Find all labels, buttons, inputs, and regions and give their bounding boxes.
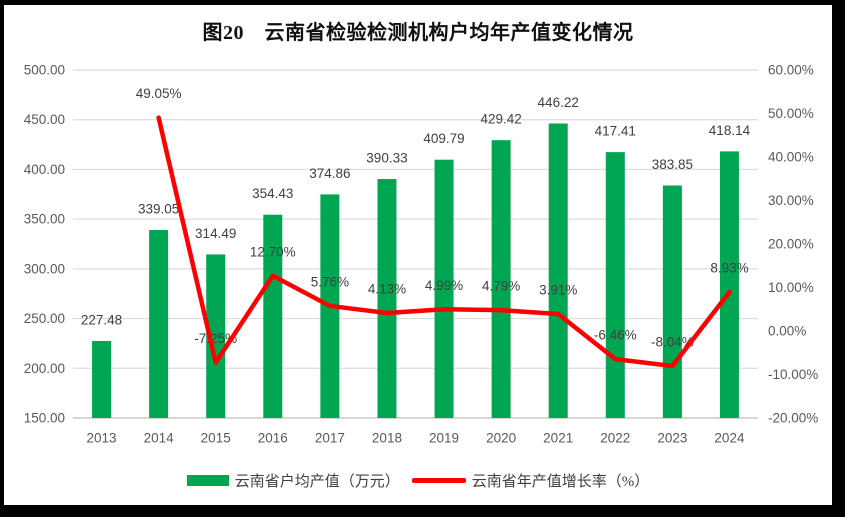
right-axis-tick-label: 20.00%: [768, 237, 814, 252]
line-label-2018: 4.13%: [368, 282, 406, 297]
bar-2023: [662, 185, 682, 418]
chart-page: 图20 云南省检验检测机构户均年产值变化情况 500.00 450.00 400.0…: [4, 5, 832, 505]
bar-label-2017: 374.86: [309, 166, 350, 181]
line-label-2016: 12.70%: [250, 244, 296, 259]
right-axis-tick-label: 10.00%: [768, 280, 814, 295]
bar-series-swatch-icon: [186, 475, 229, 486]
growth-rate-line: [156, 115, 732, 369]
bar-label-2022: 417.41: [595, 124, 636, 139]
x-axis-label-2015: 2015: [201, 431, 231, 446]
bar-label-2013: 227.48: [81, 312, 122, 327]
x-axis-label-2014: 2014: [144, 431, 175, 446]
x-axis-label-2019: 2019: [429, 431, 459, 446]
left-axis-tick-label: 250.00: [24, 311, 65, 326]
bar-label-2018: 390.33: [366, 151, 407, 166]
line-label-2022: -6.46%: [594, 328, 637, 343]
bar-2016: [263, 214, 283, 418]
left-axis-tick-label: 300.00: [24, 261, 65, 276]
chart-canvas: 500.00 450.00 400.00 350.00 300.00 250.00 200.…: [24, 63, 819, 446]
bar-label-2014: 339.05: [138, 202, 179, 217]
bar-2022: [605, 152, 625, 419]
left-axis-tick-label: 450.00: [24, 112, 65, 127]
legend-item-line-series: 云南省年产值增长率（%）: [411, 470, 650, 491]
left-axis-tick-label: 500.00: [24, 63, 65, 78]
left-axis-tick-label: 400.00: [24, 162, 65, 177]
chart-legend: 云南省户均产值（万元） 云南省年产值增长率（%）: [4, 470, 832, 491]
x-axis-label-2024: 2024: [714, 431, 745, 446]
bar-2015: [206, 254, 226, 418]
bar-2019: [434, 159, 454, 418]
bar-2014: [149, 230, 169, 418]
chart-title: 图20 云南省检验检测机构户均年产值变化情况: [202, 22, 634, 44]
right-axis-tick-label: 60.00%: [768, 63, 814, 78]
line-label-2019: 4.99%: [425, 278, 463, 293]
right-axis-tick-label: 50.00%: [768, 106, 814, 121]
right-axis-tick-label: 30.00%: [768, 193, 814, 208]
x-axis-label-2016: 2016: [258, 431, 288, 446]
bar-label-2019: 409.79: [423, 131, 464, 146]
right-axis-tick-label: -10.00%: [768, 367, 818, 382]
line-series-label: 云南省年产值增长率（%）: [471, 474, 650, 490]
bar-2020: [491, 140, 511, 418]
line-label-2023: -8.04%: [651, 334, 694, 349]
line-label-2021: 3.91%: [539, 282, 577, 297]
x-axis-label-2021: 2021: [543, 431, 573, 446]
bar-label-2023: 383.85: [652, 157, 693, 172]
line-label-2024: 8.93%: [710, 261, 748, 276]
bar-2013: [92, 340, 112, 418]
line-label-2017: 5.76%: [311, 274, 349, 289]
x-axis-label-2017: 2017: [315, 431, 345, 446]
bar-2021: [548, 123, 568, 418]
legend-item-bar-series: 云南省户均产值（万元）: [186, 470, 400, 491]
left-axis-tick-label: 350.00: [24, 212, 65, 227]
x-axis-label-2020: 2020: [486, 431, 516, 446]
bar-label-2024: 418.14: [709, 123, 751, 138]
x-axis-label-2022: 2022: [600, 431, 630, 446]
bar-label-2021: 446.22: [538, 95, 579, 110]
right-axis-tick-label: 0.00%: [768, 324, 806, 339]
left-axis-tick-label: 200.00: [24, 361, 65, 376]
bar-2024: [719, 151, 739, 419]
bar-series-label: 云南省户均产值（万元）: [234, 474, 400, 490]
bar-2018: [377, 179, 397, 418]
line-label-2014: 49.05%: [136, 86, 182, 101]
right-axis-tick-label: 40.00%: [768, 150, 814, 165]
x-axis-label-2018: 2018: [372, 431, 402, 446]
line-series-swatch-icon: [411, 478, 466, 483]
x-axis-label-2023: 2023: [657, 431, 687, 446]
x-axis-label-2013: 2013: [87, 431, 117, 446]
bar-label-2020: 429.42: [480, 112, 521, 127]
line-label-2020: 4.79%: [482, 279, 520, 294]
right-axis-tick-label: -20.00%: [768, 411, 818, 426]
left-axis-tick-label: 150.00: [24, 411, 65, 426]
bar-label-2015: 314.49: [195, 226, 236, 241]
bar-label-2016: 354.43: [252, 186, 293, 201]
